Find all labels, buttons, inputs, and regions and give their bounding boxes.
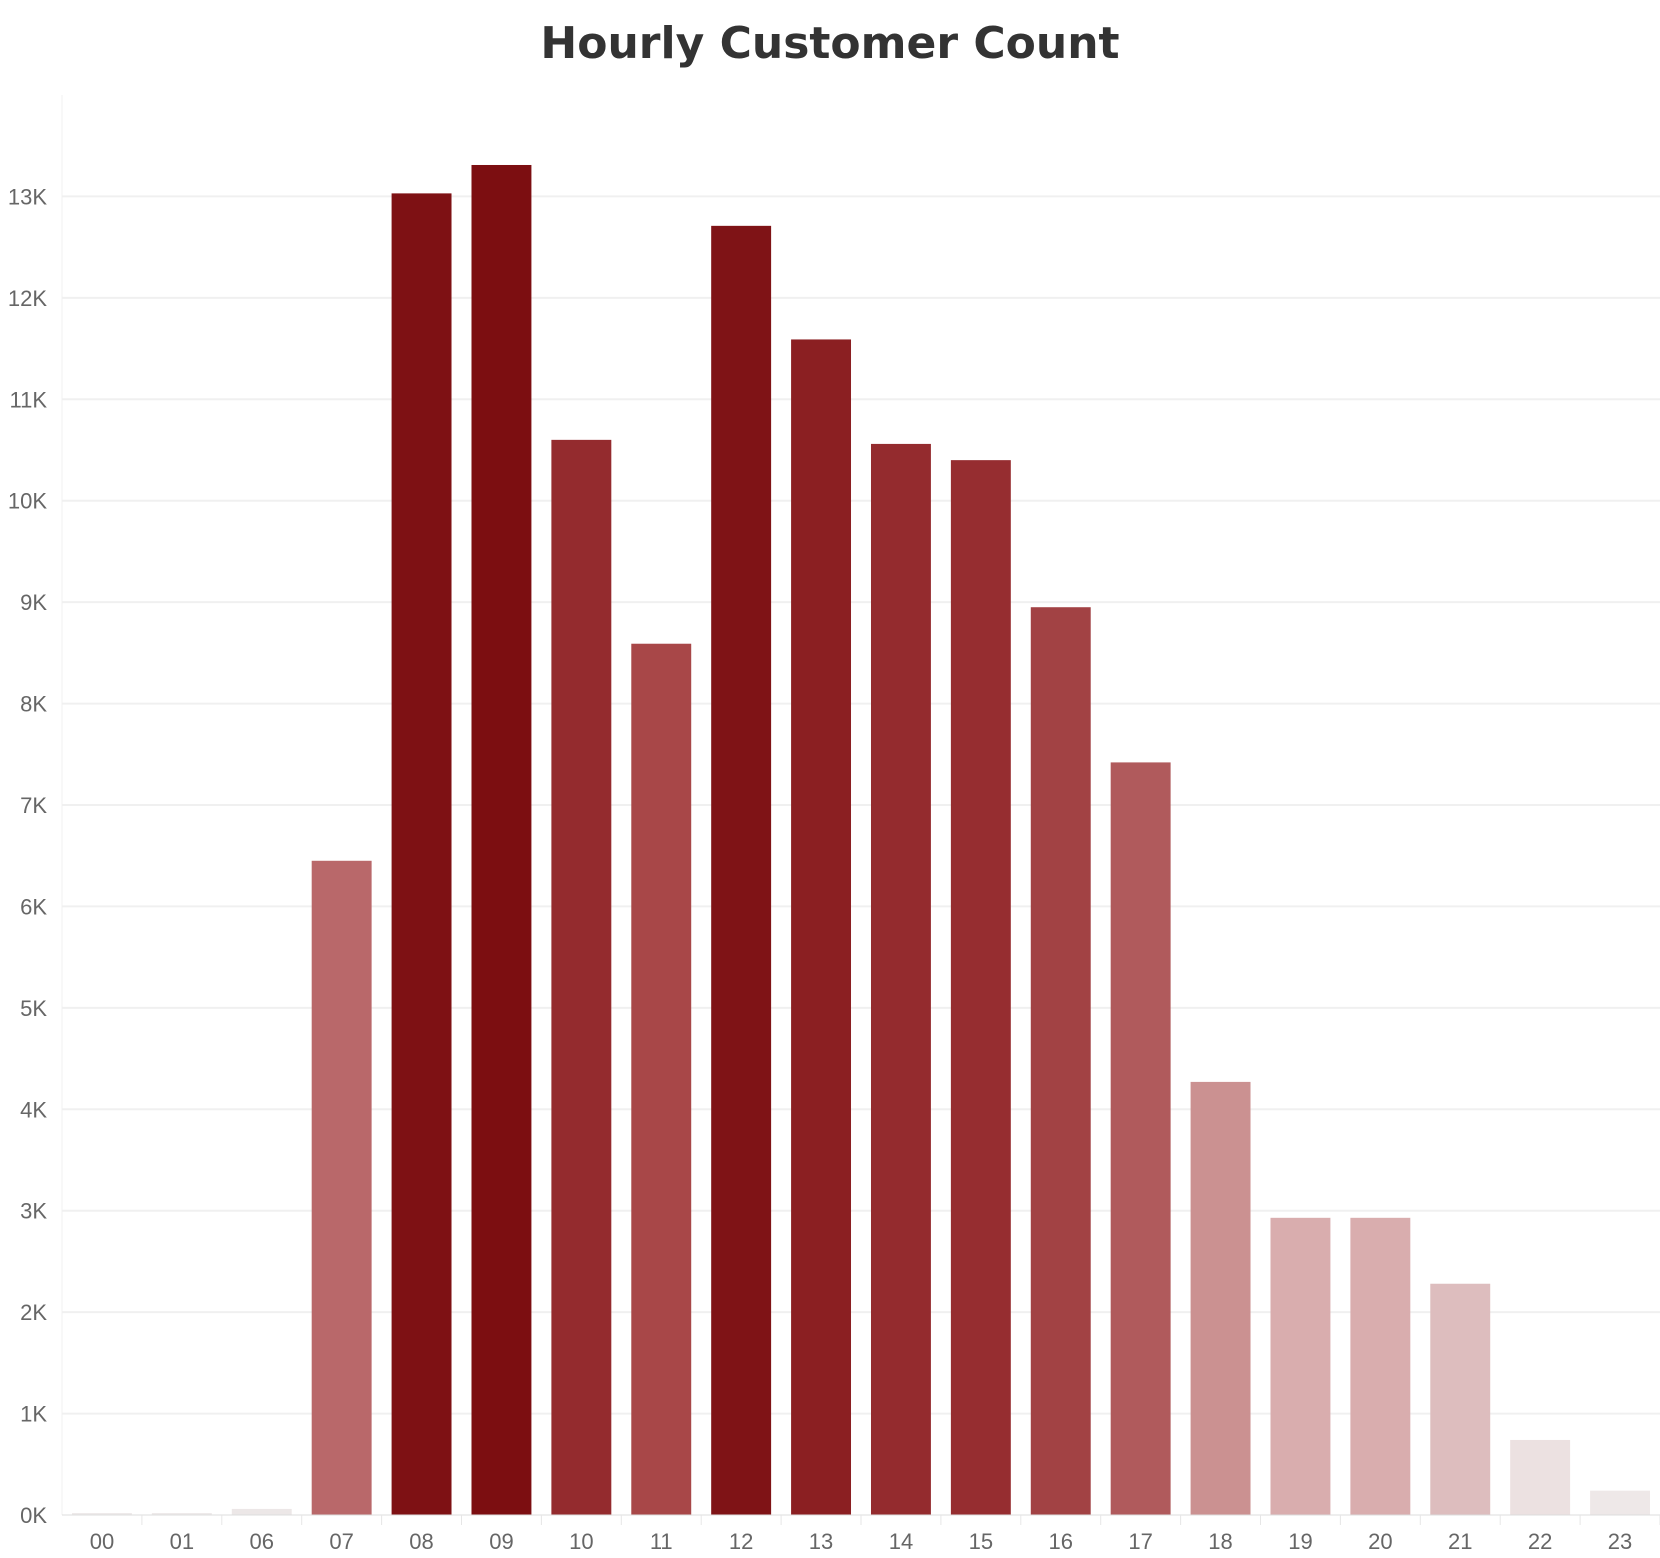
x-tick-labels: 00 01 06 07 08 09 10 11 12 13 14 15 16 17 18 19 20 21 22 23: [90, 1515, 1660, 1554]
x-tick-label: 11: [650, 1529, 673, 1554]
y-tick-label: 3K: [20, 1199, 47, 1224]
bar-hour-23[interactable]: [1590, 1490, 1651, 1515]
y-tick-label: 4K: [20, 1097, 47, 1122]
x-tick-label: 15: [969, 1529, 993, 1554]
bar-hour-07[interactable]: [311, 860, 372, 1515]
bar-hour-18[interactable]: [1190, 1081, 1251, 1515]
x-tick-label: 00: [90, 1529, 114, 1554]
bar-hour-00[interactable]: [71, 1513, 132, 1515]
x-tick-label: 14: [889, 1529, 913, 1554]
bar-hour-19[interactable]: [1270, 1217, 1331, 1515]
bar-hour-08[interactable]: [391, 193, 452, 1515]
bar-hour-06[interactable]: [231, 1508, 292, 1515]
y-tick-label: 11K: [9, 387, 47, 412]
x-tick-label: 19: [1288, 1529, 1312, 1554]
x-tick-label: 20: [1368, 1529, 1392, 1554]
y-tick-label: 8K: [20, 692, 47, 717]
bar-hour-10[interactable]: [551, 439, 612, 1515]
bar-hour-15[interactable]: [950, 460, 1011, 1516]
x-tick-label: 17: [1128, 1529, 1152, 1554]
bar-hour-09[interactable]: [471, 164, 532, 1515]
x-tick-label: 13: [809, 1529, 833, 1554]
x-tick-label: 21: [1448, 1529, 1472, 1554]
bar-hour-20[interactable]: [1350, 1217, 1411, 1515]
bar-hour-22[interactable]: [1510, 1439, 1571, 1515]
y-tick-labels: 0K 1K 2K 3K 4K 5K 6K 7K 8K 9K 10K 11K 12K 13K: [8, 184, 47, 1528]
x-tick-label: 22: [1528, 1529, 1552, 1554]
x-tick-label: 18: [1208, 1529, 1232, 1554]
y-tick-label: 6K: [20, 894, 47, 919]
x-tick-label: 12: [729, 1529, 753, 1554]
bars: [71, 164, 1651, 1516]
y-tick-label: 13K: [8, 184, 47, 209]
x-tick-label: 23: [1608, 1529, 1632, 1554]
y-tick-label: 5K: [20, 996, 47, 1021]
y-tick-label: 7K: [20, 793, 47, 818]
x-tick-label: 07: [329, 1529, 353, 1554]
bar-hour-16[interactable]: [1030, 607, 1091, 1515]
y-tick-label: 12K: [8, 286, 47, 311]
x-tick-label: 01: [170, 1529, 194, 1554]
bar-hour-12[interactable]: [711, 225, 772, 1515]
bar-hour-01[interactable]: [151, 1513, 212, 1515]
y-tick-label: 9K: [20, 590, 47, 615]
bar-hour-13[interactable]: [791, 339, 852, 1515]
chart-title: Hourly Customer Count: [540, 18, 1120, 69]
bar-hour-11[interactable]: [631, 643, 692, 1515]
bar-hour-21[interactable]: [1430, 1283, 1491, 1515]
y-tick-label: 1K: [20, 1402, 47, 1427]
y-tick-label: 10K: [8, 489, 47, 514]
bar-hour-17[interactable]: [1110, 762, 1171, 1515]
x-tick-label: 08: [409, 1529, 433, 1554]
x-tick-label: 06: [250, 1529, 274, 1554]
bar-hour-14[interactable]: [870, 443, 931, 1515]
y-tick-label: 0K: [20, 1503, 47, 1528]
x-tick-label: 09: [489, 1529, 513, 1554]
x-tick-label: 16: [1049, 1529, 1073, 1554]
gridlines: [62, 195, 1660, 1415]
y-tick-label: 2K: [20, 1300, 47, 1325]
x-tick-label: 10: [569, 1529, 593, 1554]
